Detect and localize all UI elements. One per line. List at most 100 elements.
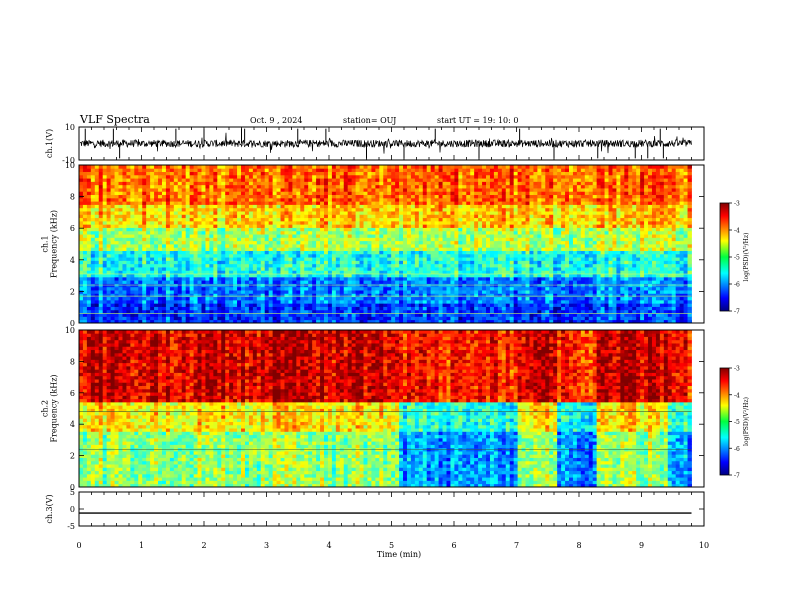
spectrogram-cell <box>296 313 301 317</box>
spectrogram-cell <box>110 257 115 261</box>
spectrogram-cell <box>379 211 384 215</box>
spectrogram-cell <box>90 237 96 242</box>
spectrogram-cell <box>442 191 447 196</box>
spectrogram-cell <box>316 165 321 169</box>
spectrogram-cell <box>331 267 337 271</box>
spectrogram-cell <box>98 316 104 321</box>
spectrogram-cell <box>213 174 218 179</box>
spectrogram-cell <box>165 234 171 238</box>
spectrogram-cell <box>221 296 226 301</box>
spectrogram-cell <box>177 319 183 324</box>
spectrogram-cell <box>90 267 96 271</box>
spectrogram-cell <box>355 201 360 205</box>
spectrogram-cell <box>189 227 194 232</box>
spectrogram-cell <box>391 309 396 314</box>
spectrogram-cell <box>418 191 424 196</box>
spectrogram-cell <box>221 290 226 294</box>
spectrogram-cell <box>98 194 104 199</box>
spectrogram-cell <box>193 303 198 307</box>
spectrogram-cell <box>462 188 467 192</box>
spectrogram-cell <box>320 214 325 219</box>
spectrogram-cell <box>320 201 325 205</box>
spectrogram-cell <box>229 191 234 196</box>
spectrogram-cell <box>438 299 443 304</box>
spectrogram-cell <box>256 181 262 186</box>
spectrogram-cell <box>264 303 270 307</box>
spectrogram-cell <box>387 184 392 189</box>
spectrogram-cell <box>387 290 392 294</box>
spectrogram-cell <box>134 260 139 265</box>
spectrogram-cell <box>146 257 151 261</box>
spectrogram-cell <box>193 168 198 172</box>
spectrogram-cell <box>221 230 226 235</box>
spectrogram-cell <box>438 273 443 278</box>
spectrogram-cell <box>169 181 175 186</box>
spectrogram-cell <box>268 319 274 324</box>
spectrogram-cell <box>221 240 226 245</box>
spectrogram-cell <box>177 191 183 196</box>
spectrogram-cell <box>79 207 84 212</box>
spectrogram-cell <box>422 270 428 275</box>
spectrogram-cell <box>430 227 436 232</box>
spectrogram-cell <box>292 168 297 172</box>
spectrogram-cell <box>422 303 428 307</box>
spectrogram-cell <box>165 303 171 307</box>
spectrogram-cell <box>90 319 96 324</box>
spectrogram-cell <box>217 168 222 172</box>
spectrogram-cell <box>446 253 451 258</box>
spectrogram-cell <box>383 234 388 238</box>
spectrogram-cell <box>82 319 88 324</box>
spectrogram-cell <box>165 316 171 321</box>
spectrogram-cell <box>158 165 163 169</box>
spectrogram-cell <box>221 211 226 215</box>
spectrogram-cell <box>201 296 206 301</box>
spectrogram-cell <box>395 211 400 215</box>
spectrogram-cell <box>181 201 187 205</box>
spectrogram-cell <box>106 267 112 271</box>
spectrogram-cell <box>438 309 443 314</box>
spectrogram-cell <box>221 309 226 314</box>
spectrogram-cell <box>126 286 131 291</box>
spectrogram-cell <box>288 220 293 225</box>
spectrogram-cell <box>173 201 179 205</box>
spectrogram-cell <box>462 165 467 169</box>
spectrogram-cell <box>264 247 270 251</box>
spectrogram-cell <box>189 273 194 278</box>
spectrogram-cell <box>458 191 463 196</box>
spectrogram-cell <box>422 299 428 304</box>
spectrogram-cell <box>276 224 281 228</box>
spectrogram-cell <box>256 230 262 235</box>
spectrogram-cell <box>260 240 266 245</box>
spectrogram-cell <box>316 197 321 202</box>
spectrogram-cell <box>94 230 100 235</box>
spectrogram-cell <box>363 290 368 294</box>
spectrogram-cell <box>154 234 159 238</box>
spectrogram-cell <box>442 181 447 186</box>
spectrogram-cell <box>241 260 246 265</box>
spectrogram-cell <box>165 293 171 298</box>
spectrogram-cell <box>260 211 266 215</box>
spectrogram-cell <box>430 293 436 298</box>
spectrogram-cell <box>241 178 246 182</box>
spectrogram-cell <box>300 286 305 291</box>
spectrogram-cell <box>248 253 254 258</box>
spectrogram-cell <box>118 240 123 245</box>
spectrogram-cell <box>391 220 396 225</box>
spectrogram-cell <box>102 267 108 271</box>
spectrogram-cell <box>331 237 337 242</box>
spectrogram-cell <box>308 191 313 196</box>
spectrogram-cell <box>102 201 108 205</box>
spectrogram-cell <box>177 204 183 209</box>
spectrogram-cell <box>355 168 360 172</box>
spectrogram-cell <box>446 309 451 314</box>
spectrogram-cell <box>82 290 88 294</box>
spectrogram-cell <box>189 299 194 304</box>
spectrogram-cell <box>94 306 100 311</box>
spectrogram-cell <box>252 168 258 172</box>
spectrogram-cell <box>383 197 388 202</box>
spectrogram-cell <box>418 290 424 294</box>
spectrogram-cell <box>146 188 151 192</box>
spectrogram-cell <box>371 234 376 238</box>
spectrogram-cell <box>154 273 159 278</box>
spectrogram-cell <box>434 263 439 268</box>
